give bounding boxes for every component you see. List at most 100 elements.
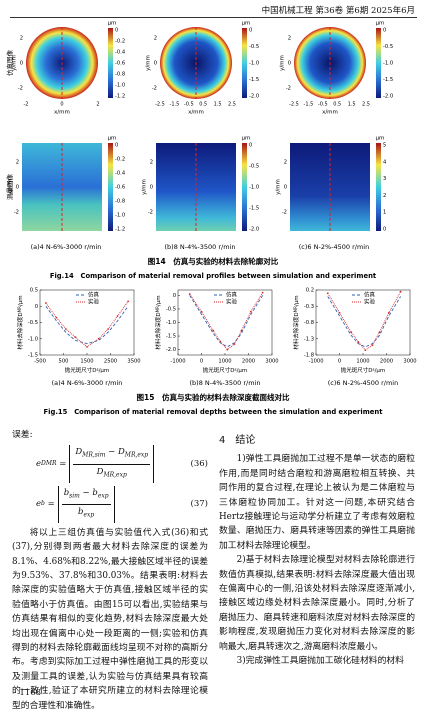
caption: (a)4 N-6%-3000 r/min	[52, 379, 123, 387]
y-tick-label: -0.3	[304, 304, 314, 310]
data-point	[64, 328, 67, 330]
data-point	[249, 310, 252, 313]
eq-sub: MR,sim	[82, 452, 106, 460]
colorbar-tick: -0.8	[115, 72, 125, 78]
legend-label: 实验	[226, 298, 238, 306]
y-tick-label: -1.8	[304, 353, 314, 359]
legend-label: 实验	[88, 298, 100, 306]
colorbar-tick: -0.6	[115, 61, 125, 67]
data-point	[107, 328, 110, 330]
colorbar-tick: 0	[383, 28, 386, 34]
paragraph: 2)基于材料去除理论模型对材料去除轮廓进行数值仿真模拟,结果表明:材料去除深度最…	[219, 555, 415, 652]
eq-sub: exp	[83, 511, 95, 519]
eq-symbol: D	[117, 447, 125, 458]
eq-number: (37)	[190, 498, 208, 509]
colorbar-tick: -0.5	[249, 164, 259, 170]
x-tick-label: -0.5	[318, 102, 328, 108]
data-point	[240, 329, 243, 332]
data-point	[233, 343, 236, 346]
x-axis-label: 抛光斑尺寸Ds/μm	[65, 366, 110, 374]
legend-label: 仿真	[364, 291, 376, 299]
x-axis-label: x/mm	[322, 110, 338, 116]
y-tick-label: -0.8	[304, 320, 314, 326]
data-point	[74, 336, 77, 339]
label-part: 材料去除深度	[16, 316, 24, 350]
colorbar-tick: -0.6	[115, 185, 125, 191]
colorbar-unit: μm	[242, 21, 251, 27]
y-axis-label: y/mm	[12, 55, 18, 71]
label-part: D	[230, 368, 234, 374]
label-part: D	[368, 368, 372, 374]
x-tick-label: 2	[96, 102, 99, 108]
colorbar-tick: -0.2	[115, 157, 125, 163]
y-tick-label: 0.5	[30, 288, 38, 294]
data-point	[261, 291, 264, 294]
eq-symbol: b	[92, 487, 98, 498]
x-tick-label: 0	[200, 359, 203, 365]
y-tick-label: 0	[16, 185, 19, 191]
row-label: 仿真图像	[5, 50, 14, 77]
plot-frame	[39, 289, 135, 356]
measured-map	[290, 143, 370, 231]
eq-sub: b	[41, 499, 45, 507]
colorbar-tick: -0.2	[115, 39, 125, 45]
y-axis-label: y/mm	[276, 179, 282, 195]
colorbar	[376, 143, 381, 231]
colorbar-tick: 0	[383, 227, 386, 233]
label-part: s	[234, 367, 236, 372]
data-point	[357, 341, 360, 343]
y-axis-label: y/mm	[146, 55, 152, 71]
colorbar-tick: -0.8	[115, 199, 125, 205]
left-column: 误差: e DMR = DMR,sim − DMR,exp DMR,exp (36)…	[12, 428, 208, 713]
equation-36: e DMR = DMR,sim − DMR,exp DMR,exp (36)	[36, 445, 208, 483]
eq-symbol: e	[36, 498, 42, 509]
y-axis-label: y/mm	[280, 55, 286, 71]
colorbar-tick: 5	[383, 143, 386, 149]
eq-sub: MR,exp	[124, 452, 149, 460]
eq-symbol: D	[75, 447, 83, 458]
y-tick-label: -2	[282, 210, 287, 216]
eq-symbol: D	[96, 466, 104, 477]
colorbar-tick: -1.0	[383, 61, 393, 67]
figure-title: 图14 仿真与实验的材料去除轮廓对比	[148, 256, 279, 266]
measured-map	[156, 143, 236, 231]
label-part: /μm	[237, 368, 248, 374]
y-tick-label: -1.5	[28, 353, 38, 359]
colorbar-unit: μm	[108, 136, 117, 142]
y-tick-label: -1.5	[166, 334, 176, 340]
x-axis-label: 抛光斑尺寸Ds/μm	[203, 366, 248, 374]
y-axis-label: 材料去除深度DMR/μm	[154, 295, 162, 349]
data-point	[55, 316, 58, 319]
y-tick-label: 0	[35, 304, 38, 310]
x-tick-label: 1.5	[214, 102, 222, 108]
colorbar-tick: 0	[115, 143, 118, 149]
colorbar-tick: -1.0	[249, 185, 259, 191]
y-tick-label: 2	[288, 36, 291, 42]
x-tick-label: 2.5	[228, 102, 236, 108]
y-tick-label: -2.0	[166, 347, 176, 353]
colorbar-tick: -1.5	[249, 206, 259, 212]
label-part: D	[18, 312, 24, 316]
data-point	[219, 340, 222, 343]
colorbar-tick: -0.5	[249, 44, 259, 50]
colorbar-tick: -1.5	[383, 77, 393, 83]
data-point	[116, 315, 119, 317]
data-point	[350, 331, 353, 334]
eq-sub: exp	[97, 492, 109, 500]
y-tick-label: -2	[152, 86, 157, 92]
colorbar-tick: -1.2	[115, 227, 125, 233]
data-point	[326, 292, 329, 295]
x-tick-label: 1.5	[348, 102, 356, 108]
label-part: 抛光斑尺寸	[65, 366, 93, 374]
colorbar-tick: -1.0	[249, 61, 259, 67]
label-part: /μm	[156, 295, 162, 306]
colorbar	[108, 28, 113, 98]
y-tick-label: -0.5	[166, 306, 176, 312]
right-column: 4 结论 1)弹性工具磨抛加工过程不是单一状态的磨粒作用,而是同时结合磨粒和游离…	[219, 434, 415, 669]
x-tick-label: 0.5	[199, 102, 207, 108]
figure-title-en: Fig.15 Comparison of material removal de…	[44, 408, 384, 416]
y-tick-label: 2	[150, 160, 153, 166]
label-part: MR	[155, 306, 160, 312]
label-part: 抛光斑尺寸	[203, 366, 231, 374]
